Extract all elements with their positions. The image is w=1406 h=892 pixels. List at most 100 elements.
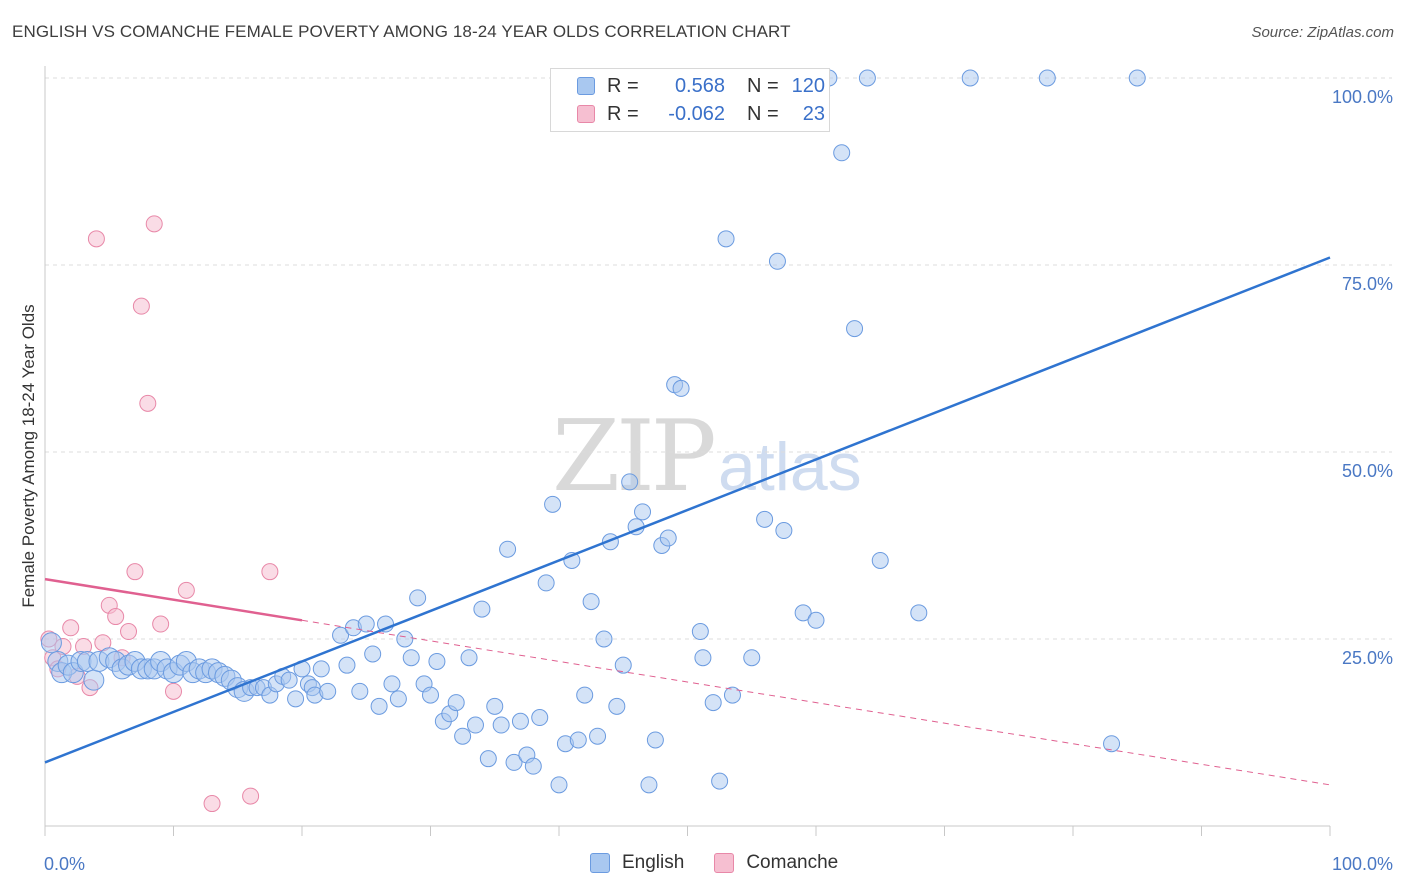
- bottom-legend-label-comanche: Comanche: [746, 852, 839, 873]
- english-point: [608, 697, 626, 715]
- english-point: [40, 632, 62, 654]
- english-point: [634, 503, 652, 521]
- english-point: [691, 623, 709, 641]
- bottom-legend-label-english: English: [622, 852, 685, 873]
- english-point: [466, 716, 484, 734]
- y-axis-label: Female Poverty Among 18-24 Year Olds: [19, 304, 38, 607]
- english-point: [511, 712, 529, 730]
- english-point: [704, 694, 722, 712]
- english-point: [473, 600, 491, 618]
- legend-r-label: R =: [607, 74, 639, 97]
- english-point: [544, 495, 562, 513]
- comanche-point: [132, 297, 150, 315]
- comanche-trend-line-dashed: [301, 619, 1331, 786]
- bottom-legend-english[interactable]: English: [590, 852, 684, 874]
- comanche-point: [203, 795, 221, 813]
- x-tick-label: 0.0%: [44, 854, 85, 874]
- english-point: [351, 682, 369, 700]
- watermark-atlas: atlas: [718, 429, 862, 505]
- english-point: [357, 615, 375, 633]
- english-point: [364, 645, 382, 663]
- english-point: [910, 604, 928, 622]
- english-point: [524, 757, 542, 775]
- english-point: [389, 690, 407, 708]
- english-point: [589, 727, 607, 745]
- legend-r-value-comanche: -0.062: [668, 102, 725, 125]
- english-point: [807, 611, 825, 629]
- english-point: [402, 649, 420, 667]
- chart-source: Source: ZipAtlas.com: [1251, 24, 1394, 41]
- english-point: [646, 731, 664, 749]
- english-point: [338, 656, 356, 674]
- english-point: [537, 574, 555, 592]
- english-point: [332, 626, 350, 644]
- english-point: [743, 649, 761, 667]
- bottom-legend-comanche[interactable]: Comanche: [714, 852, 838, 874]
- comanche-point: [152, 615, 170, 633]
- legend-n-value-comanche: 23: [802, 102, 825, 125]
- english-point: [756, 510, 774, 528]
- comanche-point: [87, 230, 105, 248]
- comanche-point: [242, 787, 260, 805]
- english-point: [396, 630, 414, 648]
- y-tick-label: 100.0%: [1332, 87, 1393, 107]
- watermark-zip: ZIP: [552, 400, 717, 514]
- english-point: [499, 540, 517, 558]
- english-point: [846, 320, 864, 338]
- y-tick-label: 25.0%: [1342, 648, 1393, 668]
- bottom-legend-swatch-english: [590, 853, 610, 873]
- english-point: [858, 69, 876, 87]
- english-point: [711, 772, 729, 790]
- english-point: [961, 69, 979, 87]
- english-point: [582, 593, 600, 611]
- english-point: [871, 551, 889, 569]
- english-point: [370, 697, 388, 715]
- comanche-point: [62, 619, 80, 637]
- english-point: [383, 675, 401, 693]
- english-point: [694, 649, 712, 667]
- english-point: [280, 671, 298, 689]
- legend-r-label: R =: [607, 102, 639, 125]
- bottom-legend: English Comanche: [590, 852, 868, 874]
- comanche-point: [107, 608, 125, 626]
- y-tick-label: 75.0%: [1342, 274, 1393, 294]
- comanche-point: [165, 682, 182, 700]
- english-point: [833, 144, 851, 162]
- english-point: [775, 522, 793, 540]
- comanche-point: [145, 215, 163, 233]
- comanche-point: [177, 581, 195, 599]
- legend: R = 0.568 N = 120 R = -0.062 N = 23: [550, 68, 830, 132]
- english-point: [319, 682, 337, 700]
- legend-r-value-english: 0.568: [674, 74, 725, 97]
- legend-swatch-english: [577, 77, 595, 95]
- english-point: [672, 379, 690, 397]
- x-tick-label: 100.0%: [1332, 854, 1393, 874]
- english-point: [1128, 69, 1146, 87]
- english-point: [312, 660, 330, 678]
- legend-swatch-comanche: [577, 105, 595, 123]
- bottom-legend-swatch-comanche: [714, 853, 735, 873]
- english-point: [550, 776, 568, 794]
- english-trend-line: [44, 256, 1331, 764]
- legend-row-english: R = 0.568 N = 120: [551, 71, 825, 101]
- chart-title: ENGLISH VS COMANCHE FEMALE POVERTY AMONG…: [12, 22, 791, 41]
- english-point: [1038, 69, 1056, 87]
- english-point: [492, 716, 510, 734]
- english-point: [486, 697, 504, 715]
- english-point: [621, 473, 639, 491]
- english-point: [505, 753, 523, 771]
- comanche-point: [120, 623, 138, 641]
- comanche-point: [126, 563, 144, 581]
- legend-n-value-english: 120: [791, 74, 825, 97]
- english-point: [595, 630, 613, 648]
- english-point: [640, 776, 658, 794]
- legend-n-label: N =: [747, 102, 779, 125]
- english-point: [422, 686, 439, 704]
- english-point: [409, 589, 427, 607]
- english-point: [531, 709, 549, 727]
- english-point: [428, 652, 446, 670]
- english-point: [569, 731, 587, 749]
- english-point: [723, 686, 741, 704]
- english-point: [768, 252, 786, 270]
